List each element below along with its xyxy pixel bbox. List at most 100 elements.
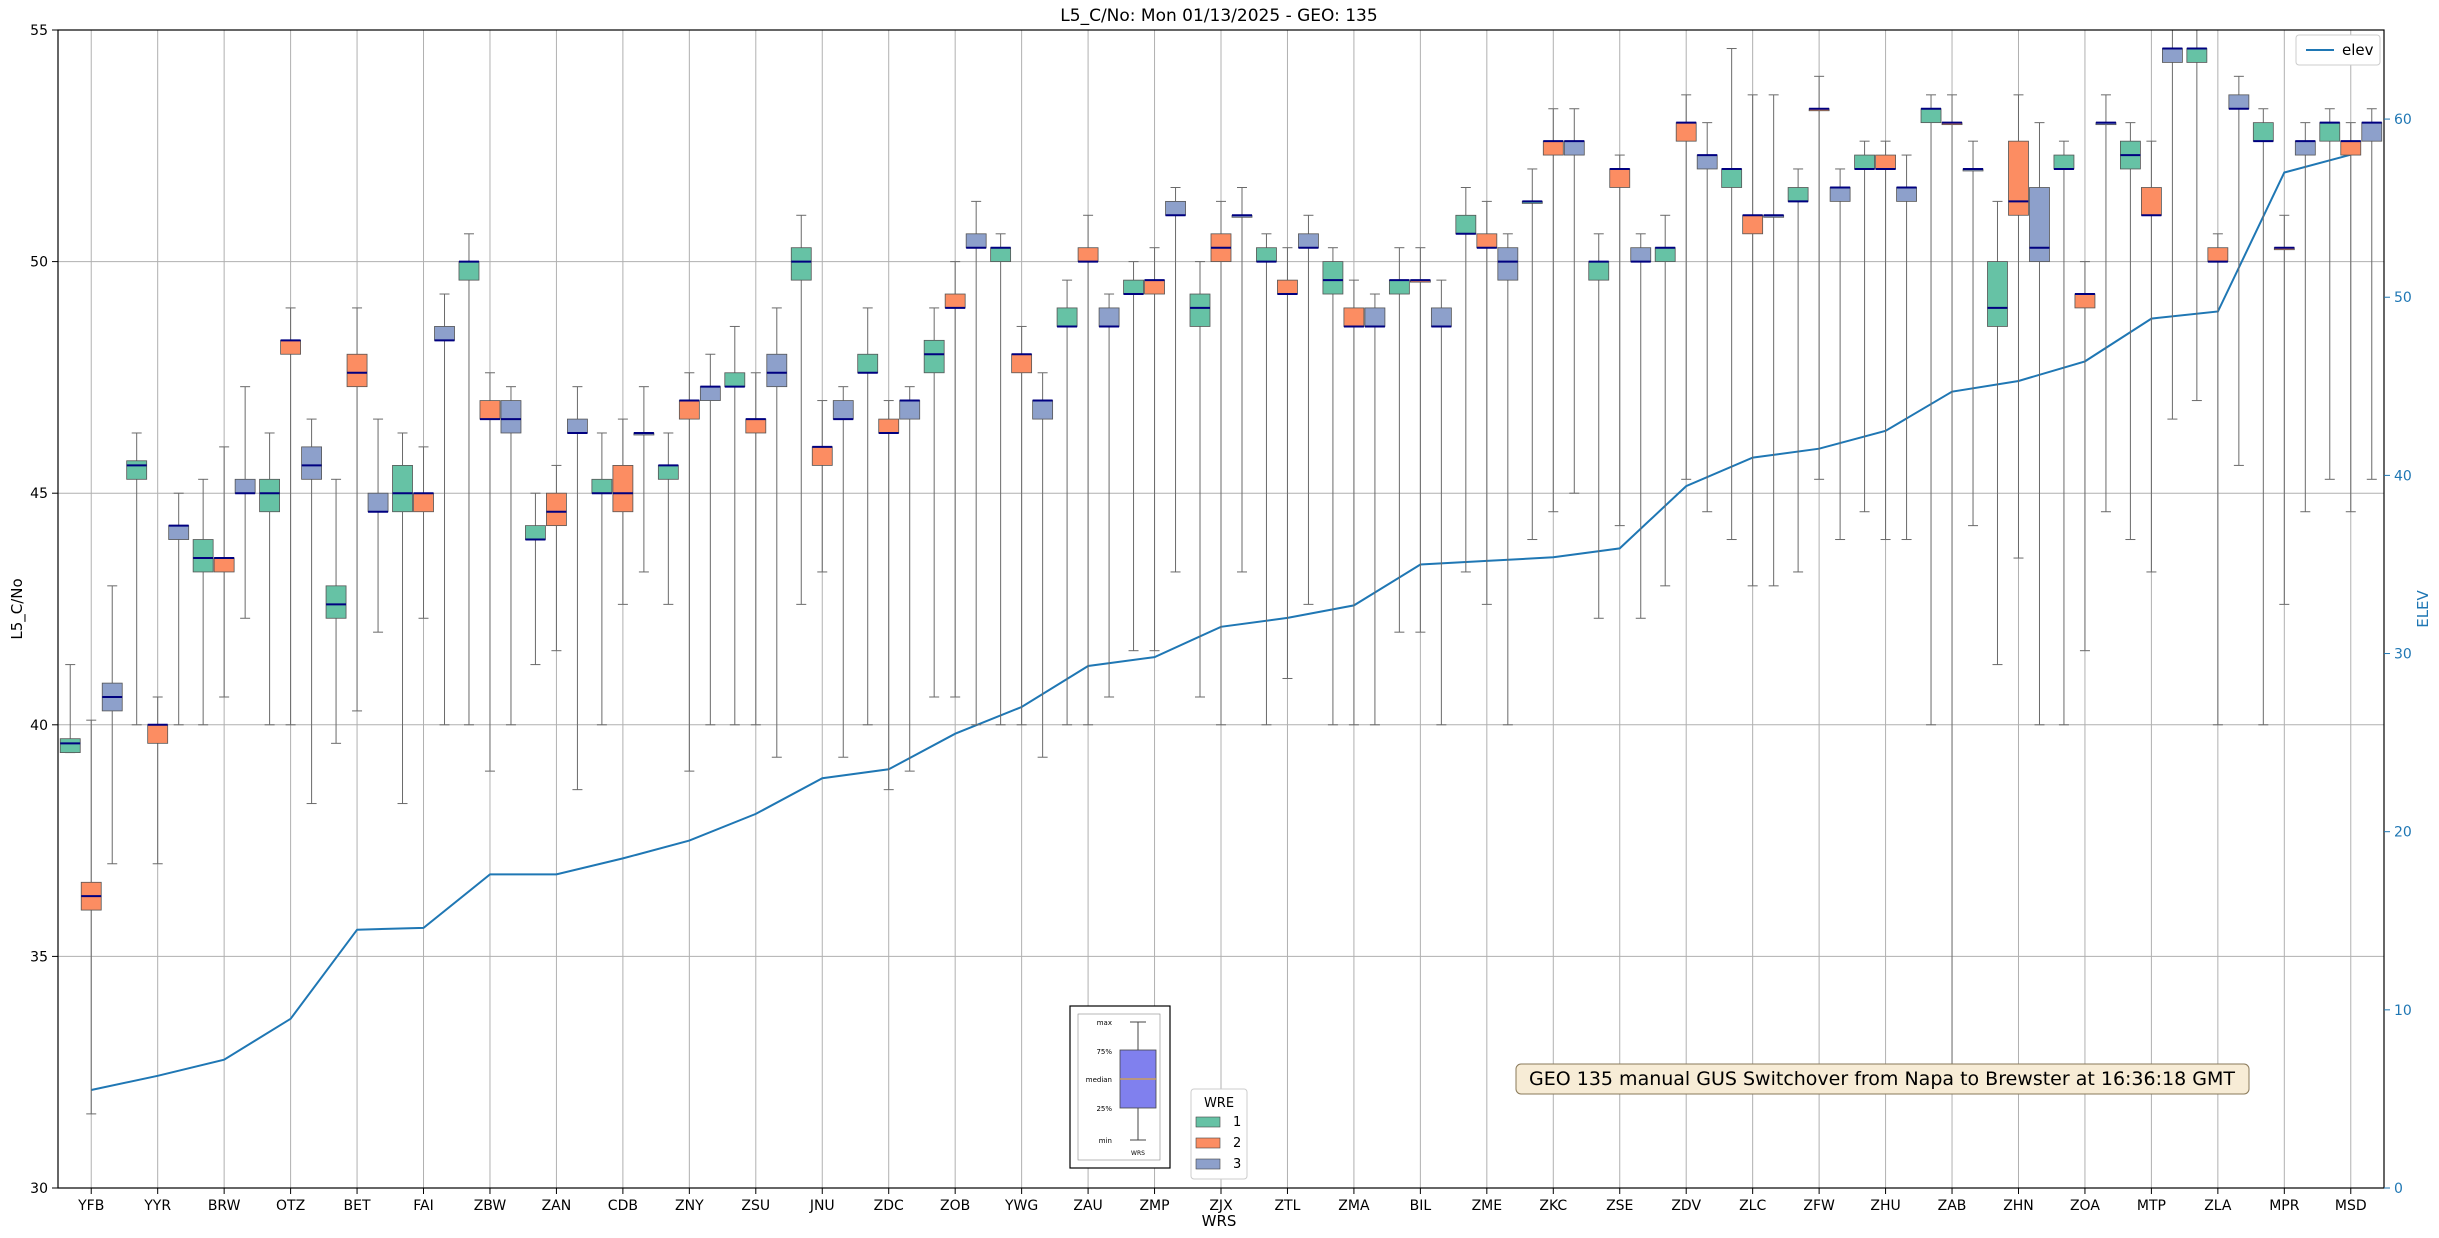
x-tick-label: ZTL: [1274, 1198, 1300, 1214]
iqr-box: [724, 372, 746, 388]
boxplot-ZOA-wre2: [2074, 261, 2096, 652]
boxplot-BET-wre2: [346, 307, 368, 712]
boxplot-ZHN-wre3: [2029, 122, 2050, 726]
boxplot-YYR-wre1: [126, 432, 148, 726]
y-tick-label: 50: [30, 255, 48, 271]
x-tick-label: YFB: [77, 1198, 104, 1214]
boxplot-ZHU-wre3: [1896, 154, 1917, 541]
boxplot-ZAB-wre1: [1920, 94, 1942, 726]
iqr-box: [2340, 140, 2362, 156]
boxplot-ZHN-wre1: [1987, 200, 2008, 666]
boxplot-CDB-wre2: [612, 418, 634, 605]
inset-label-q3: 75%: [1096, 1048, 1112, 1056]
x-tick-label: OTZ: [276, 1198, 305, 1214]
boxplot-ZTL-wre2: [1277, 247, 1298, 679]
x-tick-label: CDB: [608, 1198, 638, 1214]
iqr-box: [126, 460, 148, 480]
y2-axis-label: ELEV: [2414, 589, 2432, 627]
iqr-box: [2140, 187, 2162, 216]
iqr-box: [612, 465, 634, 513]
wre-legend-swatch-1: [1195, 1116, 1221, 1128]
boxplot-YFB-wre3: [101, 585, 123, 865]
iqr-box: [2294, 140, 2316, 156]
boxplot-MTP-wre2: [2140, 140, 2162, 573]
boxplot-FAI-wre1: [392, 432, 413, 805]
iqr-box: [1011, 353, 1033, 374]
boxplot-ZTL-wre1: [1256, 233, 1277, 726]
wre-legend-title: WRE: [1204, 1096, 1234, 1111]
boxplot-ZAN-wre3: [567, 386, 588, 791]
iqr-box: [1721, 168, 1743, 188]
iqr-box: [301, 446, 323, 480]
boxplot-JNU-wre3: [832, 386, 854, 758]
boxplot-ZDV-wre2: [1675, 94, 1697, 480]
boxplot-ZSU-wre1: [724, 325, 746, 726]
iqr-box: [1032, 400, 1054, 420]
boxplot-ZLC-wre2: [1742, 94, 1764, 587]
iqr-box: [766, 353, 788, 388]
iqr-box: [1165, 200, 1186, 216]
boxplot-MPR-wre2: [2273, 214, 2295, 605]
chart-title: L5_C/No: Mon 01/13/2025 - GEO: 135: [1060, 6, 1377, 26]
wre-legend: WRE 1 2 3: [1190, 1088, 1248, 1180]
boxplot-ZMA-wre1: [1322, 247, 1344, 726]
inset-label-median: median: [1086, 1076, 1112, 1084]
iqr-box: [1277, 279, 1298, 295]
boxplot-ZME-wre2: [1476, 200, 1498, 605]
iqr-box: [2074, 293, 2096, 309]
x-tick-label: ZDV: [1671, 1198, 1701, 1214]
iqr-box: [2228, 94, 2250, 110]
y2-tick-label: 10: [2394, 1003, 2412, 1019]
iqr-box: [699, 386, 721, 401]
boxplot-ZJX-wre1: [1189, 261, 1211, 698]
boxplot-ZOB-wre2: [944, 261, 966, 698]
iqr-box: [1098, 307, 1120, 327]
x-tick-label: BIL: [1410, 1198, 1432, 1214]
boxplot-YFB-wre2: [80, 719, 102, 1115]
x-tick-label: ZOB: [940, 1198, 970, 1214]
wre-legend-label-1: 1: [1233, 1115, 1241, 1130]
wre-legend-frame: [1190, 1088, 1248, 1180]
iqr-box: [1144, 279, 1165, 295]
iqr-box: [923, 339, 945, 374]
x-tick-label: ZHN: [2003, 1198, 2034, 1214]
iqr-box: [525, 525, 546, 540]
iqr-box: [1256, 247, 1277, 262]
iqr-box: [1987, 261, 2008, 327]
x-tick-label: ZFW: [1803, 1198, 1835, 1214]
wre-legend-swatch-3: [1195, 1158, 1221, 1170]
x-tick-label: ZBW: [474, 1198, 507, 1214]
y-tick-label: 45: [30, 486, 48, 502]
x-tick-label: ZDC: [874, 1198, 904, 1214]
boxplot-OTZ-wre3: [301, 418, 323, 805]
iqr-box: [591, 478, 613, 494]
iqr-box: [367, 492, 389, 513]
boxplot-ZAU-wre1: [1056, 279, 1078, 726]
x-tick-label: ZLC: [1739, 1198, 1766, 1214]
boxplot-ZKC-wre3: [1563, 108, 1585, 494]
iqr-box: [657, 465, 679, 480]
boxplot-ZSE-wre2: [1609, 154, 1631, 527]
iqr-box: [1675, 122, 1697, 142]
boxplot-ZDV-wre1: [1654, 214, 1676, 587]
boxplot-ZAN-wre2: [546, 464, 567, 652]
x-tick-label: ZNY: [675, 1198, 704, 1214]
boxplot-ZBW-wre2: [479, 372, 501, 772]
inset-label-max: max: [1097, 1019, 1112, 1027]
iqr-box: [1388, 279, 1410, 295]
boxplot-YFB-wre1: [59, 664, 81, 754]
boxplot-ZDV-wre3: [1696, 122, 1718, 513]
boxplot-FAI-wre2: [413, 446, 434, 619]
boxplot-BET-wre1: [325, 478, 347, 744]
boxplot-ZFW-wre1: [1787, 168, 1809, 573]
boxplot-ZSE-wre3: [1630, 233, 1652, 619]
boxplot-BRW-wre2: [213, 446, 235, 698]
boxplot-ZOA-wre3: [2095, 94, 2117, 513]
iqr-box: [899, 400, 921, 420]
y-axis-right: 0 10 20 30 40 50 60: [2384, 112, 2412, 1197]
x-tick-label: ZMP: [1139, 1198, 1169, 1214]
iqr-box: [280, 339, 302, 355]
iqr-box: [857, 353, 879, 374]
iqr-box: [1696, 154, 1718, 170]
